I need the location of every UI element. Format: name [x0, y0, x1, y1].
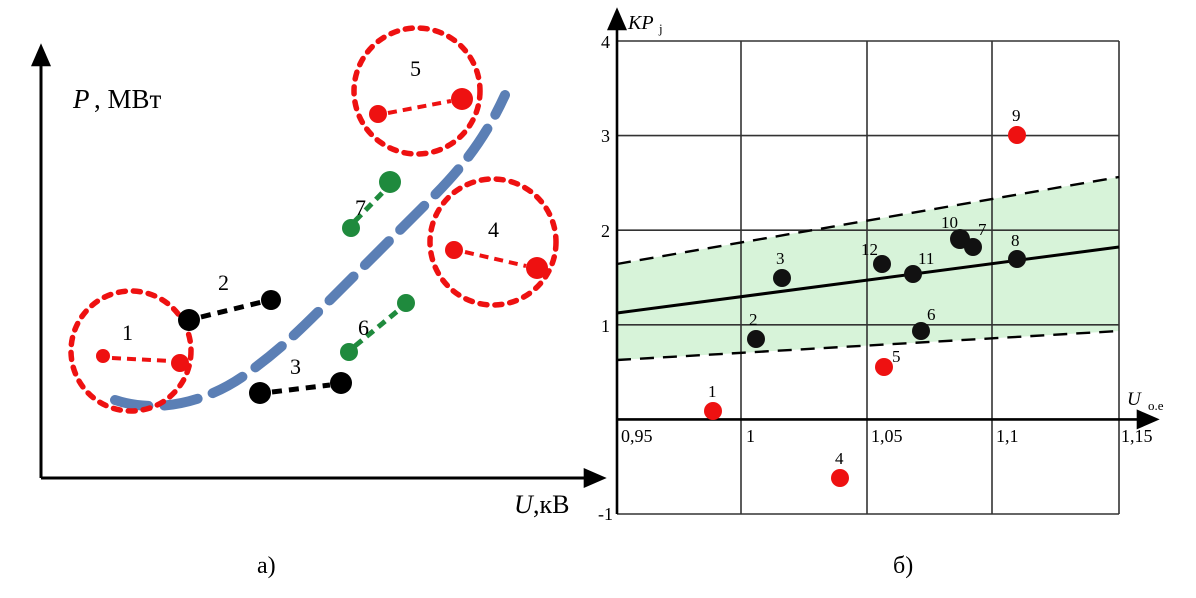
svg-text:U: U [514, 490, 535, 519]
svg-text:4: 4 [601, 32, 610, 52]
svg-text:P: P [72, 84, 90, 114]
svg-text:, МВт: , МВт [94, 84, 162, 114]
svg-text:б): б) [893, 553, 913, 579]
svg-text:7: 7 [355, 195, 366, 220]
svg-text:1: 1 [122, 320, 133, 345]
svg-text:3: 3 [776, 249, 785, 268]
svg-text:9: 9 [1012, 106, 1021, 125]
svg-text:KP: KP [627, 12, 654, 34]
svg-text:4: 4 [835, 449, 844, 468]
svg-text:j: j [658, 21, 663, 36]
svg-text:7: 7 [978, 220, 987, 239]
svg-text:1: 1 [601, 316, 610, 336]
svg-text:5: 5 [410, 56, 421, 81]
svg-text:11: 11 [918, 249, 934, 268]
svg-text:2: 2 [218, 270, 229, 295]
svg-text:6: 6 [927, 305, 936, 324]
svg-text:1,1: 1,1 [996, 426, 1019, 446]
svg-text:2: 2 [749, 310, 758, 329]
svg-text:1,05: 1,05 [871, 426, 903, 446]
svg-text:6: 6 [358, 315, 369, 340]
svg-text:10: 10 [941, 213, 958, 232]
svg-text:,кВ: ,кВ [533, 490, 569, 519]
svg-text:1,15: 1,15 [1121, 426, 1153, 446]
svg-text:-1: -1 [598, 504, 613, 524]
svg-text:4: 4 [488, 217, 499, 242]
svg-text:3: 3 [601, 126, 610, 146]
svg-text:0,95: 0,95 [621, 426, 653, 446]
svg-text:а): а) [257, 553, 276, 579]
svg-text:1: 1 [746, 426, 755, 446]
svg-text:U: U [1127, 389, 1142, 410]
svg-text:о.е: о.е [1148, 398, 1164, 413]
svg-text:1: 1 [708, 382, 717, 401]
svg-text:12: 12 [861, 240, 878, 259]
svg-text:8: 8 [1011, 231, 1020, 250]
svg-text:5: 5 [892, 347, 901, 366]
svg-text:3: 3 [290, 354, 301, 379]
svg-text:2: 2 [601, 221, 610, 241]
